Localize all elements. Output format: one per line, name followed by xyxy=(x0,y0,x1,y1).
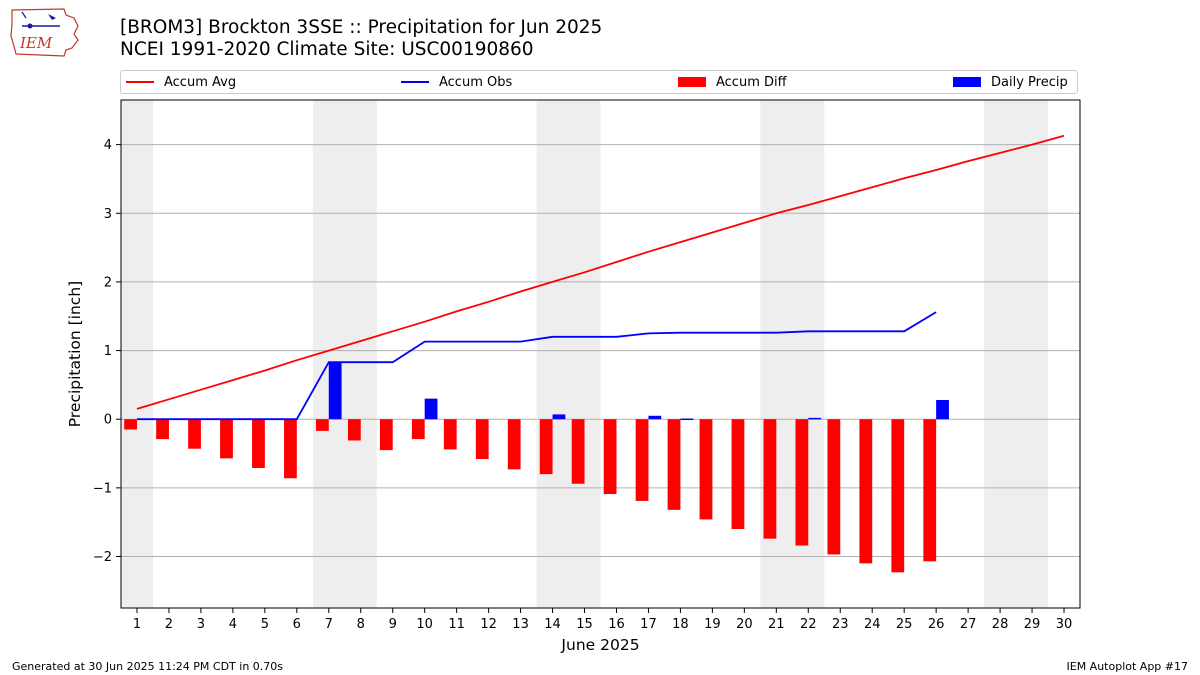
accum-diff-bar xyxy=(156,419,169,439)
accum-diff-bar xyxy=(220,419,233,458)
x-axis-label: June 2025 xyxy=(560,636,639,654)
accum-diff-bar xyxy=(668,419,681,510)
daily-precip-bar xyxy=(680,419,693,421)
x-tick-label: 3 xyxy=(197,617,205,632)
weekend-shade xyxy=(537,100,601,608)
x-tick-label: 21 xyxy=(768,617,785,632)
accum-diff-bar xyxy=(700,419,713,519)
x-tick-label: 20 xyxy=(736,617,753,632)
x-tick-label: 26 xyxy=(928,617,945,632)
accum-diff-bar xyxy=(764,419,777,538)
x-tick-label: 19 xyxy=(704,617,721,632)
y-tick-label: 2 xyxy=(104,275,112,290)
x-tick-label: 23 xyxy=(832,617,849,632)
accum-diff-bar xyxy=(252,419,265,468)
accum-diff-bar xyxy=(412,419,425,439)
y-tick-label: 0 xyxy=(104,413,112,428)
accum-diff-bar xyxy=(795,419,808,545)
accum-diff-bar xyxy=(923,419,936,561)
x-tick-label: 14 xyxy=(544,617,561,632)
x-tick-label: 8 xyxy=(357,617,365,632)
x-tick-label: 11 xyxy=(448,617,465,632)
daily-precip-bar xyxy=(936,400,949,419)
x-tick-label: 6 xyxy=(293,617,301,632)
accum-diff-bar xyxy=(476,419,489,459)
accum-diff-bar xyxy=(508,419,521,469)
x-tick-label: 24 xyxy=(864,617,881,632)
accum-diff-bar xyxy=(540,419,553,474)
accum-diff-bar xyxy=(572,419,585,484)
x-tick-label: 16 xyxy=(608,617,625,632)
x-tick-label: 18 xyxy=(672,617,689,632)
x-tick-label: 25 xyxy=(896,617,913,632)
accum-diff-bar xyxy=(316,419,329,431)
x-tick-label: 10 xyxy=(416,617,433,632)
weekend-shade xyxy=(313,100,377,608)
y-tick-label: 4 xyxy=(104,138,112,153)
weekend-shade xyxy=(121,100,153,608)
x-tick-label: 28 xyxy=(992,617,1009,632)
daily-precip-bar xyxy=(648,416,661,419)
x-tick-label: 15 xyxy=(576,617,593,632)
daily-precip-bar xyxy=(329,362,342,419)
accum-diff-bar xyxy=(348,419,361,440)
x-tick-label: 4 xyxy=(229,617,237,632)
x-tick-label: 1 xyxy=(133,617,141,632)
footer-app-text: IEM Autoplot App #17 xyxy=(1067,660,1189,673)
y-tick-label: −1 xyxy=(93,481,112,496)
x-tick-label: 29 xyxy=(1024,617,1041,632)
x-tick-label: 22 xyxy=(800,617,817,632)
accum-diff-bar xyxy=(604,419,617,494)
accum-diff-bar xyxy=(188,419,201,449)
y-tick-label: 1 xyxy=(104,344,112,359)
x-tick-label: 17 xyxy=(640,617,657,632)
accum-diff-bar xyxy=(124,419,137,429)
y-tick-label: −2 xyxy=(93,550,112,565)
x-tick-label: 12 xyxy=(480,617,497,632)
x-tick-label: 2 xyxy=(165,617,173,632)
weekend-shade xyxy=(984,100,1048,608)
x-tick-label: 5 xyxy=(261,617,269,632)
daily-precip-bar xyxy=(553,414,566,419)
accum-diff-bar xyxy=(284,419,297,478)
y-axis-label: Precipitation [inch] xyxy=(66,281,84,427)
accum-diff-bar xyxy=(859,419,872,563)
x-tick-label: 27 xyxy=(960,617,977,632)
accum-diff-bar xyxy=(380,419,393,450)
accum-diff-bar xyxy=(891,419,904,572)
precipitation-chart: −2−1012341 2 3 4 5 6 7 8 9 10 11 12 13 14 15 16 17 18 19 20… xyxy=(0,0,1200,675)
accum-diff-bar xyxy=(636,419,649,501)
accum-diff-bar xyxy=(827,419,840,554)
daily-precip-bar xyxy=(425,399,438,420)
x-tick-label: 13 xyxy=(512,617,529,632)
accum-diff-bar xyxy=(444,419,457,449)
x-tick-label: 9 xyxy=(389,617,397,632)
footer-generated-text: Generated at 30 Jun 2025 11:24 PM CDT in… xyxy=(12,660,283,673)
x-tick-label: 30 xyxy=(1056,617,1073,632)
daily-precip-bar xyxy=(808,418,821,420)
x-tick-label: 7 xyxy=(325,617,333,632)
accum-diff-bar xyxy=(732,419,745,529)
y-tick-label: 3 xyxy=(104,207,112,222)
